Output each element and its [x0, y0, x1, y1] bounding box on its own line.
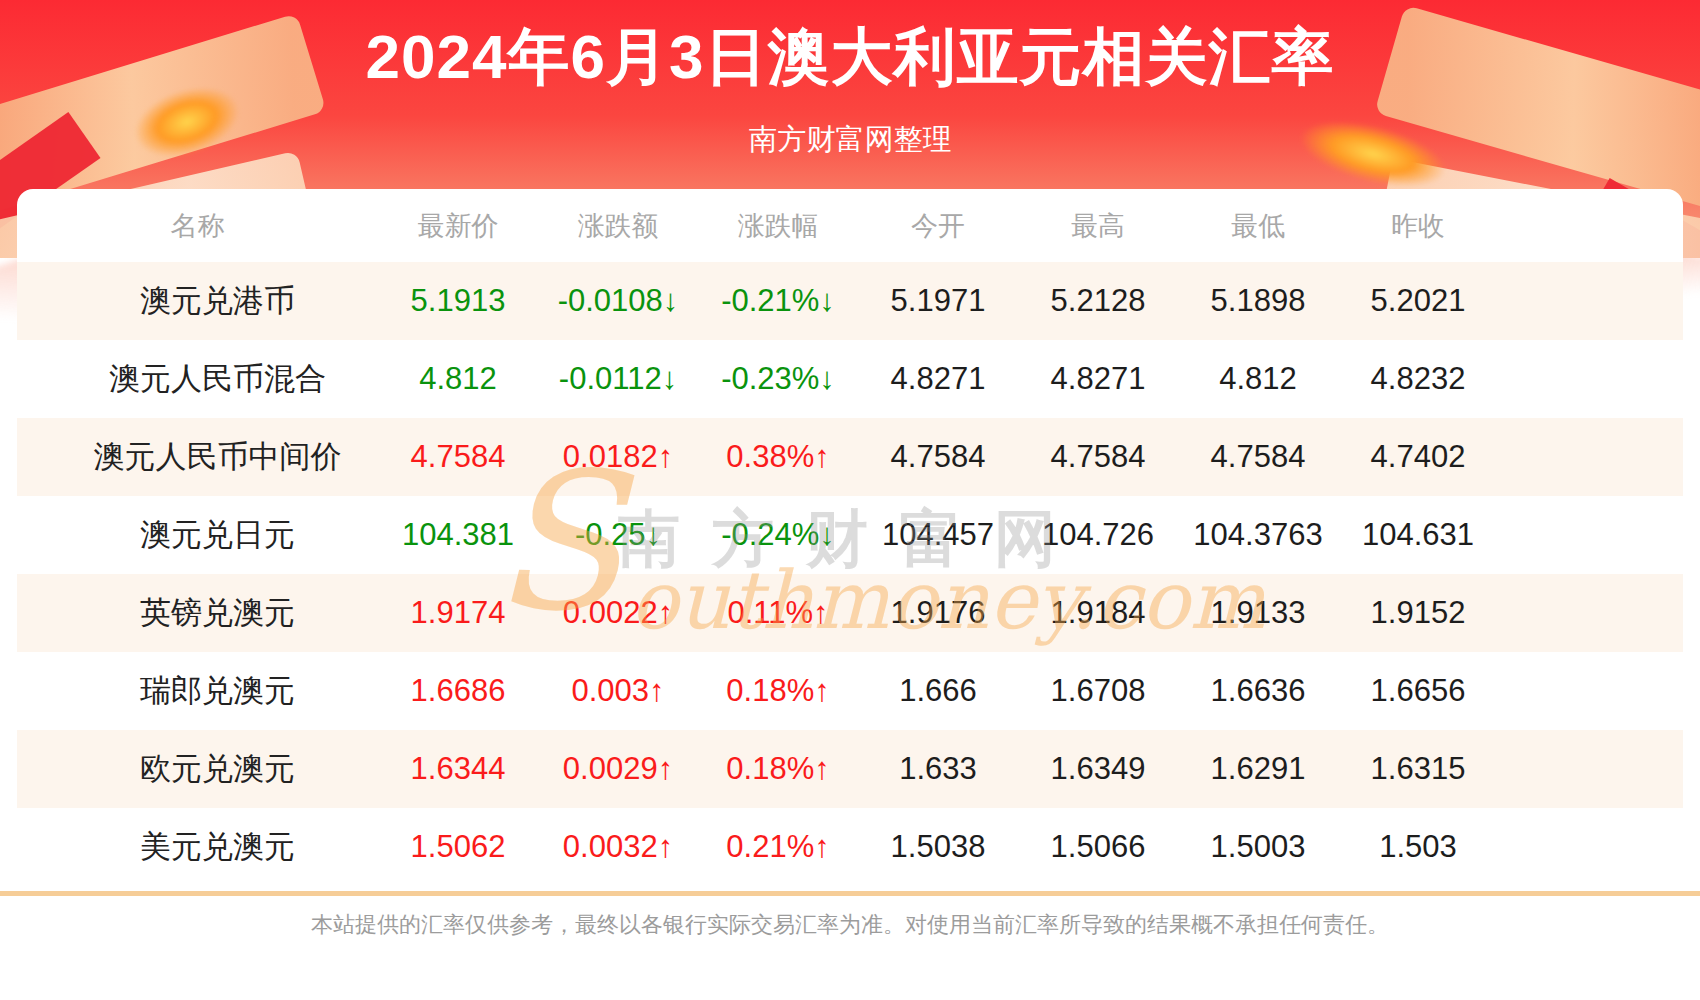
- table-header-row: 名称 最新价 涨跌额 涨跌幅 今开 最高 最低 昨收: [17, 189, 1683, 262]
- cell-spacer: [1498, 496, 1683, 574]
- rates-table-body: 澳元兑港币 5.1913 -0.0108↓ -0.21%↓ 5.1971 5.2…: [17, 262, 1683, 886]
- cell-change: 0.0022↑: [538, 574, 698, 652]
- cell-spacer: [1498, 340, 1683, 418]
- cell-prev-close: 1.9152: [1338, 574, 1498, 652]
- cell-spacer: [1498, 652, 1683, 730]
- cell-spacer: [1498, 418, 1683, 496]
- cell-spacer: [1498, 574, 1683, 652]
- cell-latest: 4.7584: [378, 418, 538, 496]
- cell-spacer: [1498, 262, 1683, 340]
- cell-change-pct: 0.18%↑: [698, 652, 858, 730]
- rates-table-card: 名称 最新价 涨跌额 涨跌幅 今开 最高 最低 昨收 澳元兑港币 5.1913 …: [17, 189, 1683, 886]
- cell-change-pct: 0.38%↑: [698, 418, 858, 496]
- col-header-low: 最低: [1178, 189, 1338, 262]
- cell-prev-close: 4.7402: [1338, 418, 1498, 496]
- cell-low: 1.5003: [1178, 808, 1338, 886]
- cell-latest: 1.6686: [378, 652, 538, 730]
- cell-change: 0.0029↑: [538, 730, 698, 808]
- cell-latest: 1.5062: [378, 808, 538, 886]
- page-title: 2024年6月3日澳大利亚元相关汇率: [0, 22, 1700, 92]
- page-subtitle: 南方财富网整理: [0, 122, 1700, 156]
- cell-change-pct: 0.21%↑: [698, 808, 858, 886]
- table-row: 澳元兑日元 104.381 -0.25↓ -0.24%↓ 104.457 104…: [17, 496, 1683, 574]
- col-header-change-pct: 涨跌幅: [698, 189, 858, 262]
- cell-open: 1.633: [858, 730, 1018, 808]
- cell-high: 1.5066: [1018, 808, 1178, 886]
- table-row: 澳元人民币混合 4.812 -0.0112↓ -0.23%↓ 4.8271 4.…: [17, 340, 1683, 418]
- cell-prev-close: 1.6315: [1338, 730, 1498, 808]
- cell-change-pct: -0.24%↓: [698, 496, 858, 574]
- table-row: 澳元人民币中间价 4.7584 0.0182↑ 0.38%↑ 4.7584 4.…: [17, 418, 1683, 496]
- cell-open: 1.5038: [858, 808, 1018, 886]
- cell-high: 1.6708: [1018, 652, 1178, 730]
- col-header-high: 最高: [1018, 189, 1178, 262]
- cell-pair-name: 瑞郎兑澳元: [17, 652, 378, 730]
- cell-open: 4.8271: [858, 340, 1018, 418]
- cell-prev-close: 5.2021: [1338, 262, 1498, 340]
- cell-low: 104.3763: [1178, 496, 1338, 574]
- cell-spacer: [1498, 730, 1683, 808]
- cell-prev-close: 1.6656: [1338, 652, 1498, 730]
- cell-pair-name: 美元兑澳元: [17, 808, 378, 886]
- cell-change-pct: 0.11%↑: [698, 574, 858, 652]
- cell-pair-name: 英镑兑澳元: [17, 574, 378, 652]
- cell-latest: 1.9174: [378, 574, 538, 652]
- cell-high: 104.726: [1018, 496, 1178, 574]
- cell-prev-close: 1.503: [1338, 808, 1498, 886]
- cell-change-pct: -0.21%↓: [698, 262, 858, 340]
- col-header-change: 涨跌额: [538, 189, 698, 262]
- cell-change: 0.003↑: [538, 652, 698, 730]
- cell-pair-name: 澳元人民币混合: [17, 340, 378, 418]
- cell-pair-name: 澳元兑日元: [17, 496, 378, 574]
- col-header-spacer: [1498, 189, 1683, 262]
- orange-divider-line: [0, 891, 1700, 896]
- cell-change-pct: 0.18%↑: [698, 730, 858, 808]
- table-row: 英镑兑澳元 1.9174 0.0022↑ 0.11%↑ 1.9176 1.918…: [17, 574, 1683, 652]
- cell-low: 4.7584: [1178, 418, 1338, 496]
- cell-open: 1.9176: [858, 574, 1018, 652]
- cell-latest: 1.6344: [378, 730, 538, 808]
- cell-prev-close: 104.631: [1338, 496, 1498, 574]
- table-row: 瑞郎兑澳元 1.6686 0.003↑ 0.18%↑ 1.666 1.6708 …: [17, 652, 1683, 730]
- cell-high: 4.7584: [1018, 418, 1178, 496]
- cell-low: 1.6291: [1178, 730, 1338, 808]
- cell-high: 1.6349: [1018, 730, 1178, 808]
- cell-open: 5.1971: [858, 262, 1018, 340]
- cell-high: 1.9184: [1018, 574, 1178, 652]
- cell-latest: 104.381: [378, 496, 538, 574]
- cell-pair-name: 欧元兑澳元: [17, 730, 378, 808]
- cell-open: 1.666: [858, 652, 1018, 730]
- table-row: 美元兑澳元 1.5062 0.0032↑ 0.21%↑ 1.5038 1.506…: [17, 808, 1683, 886]
- table-row: 欧元兑澳元 1.6344 0.0029↑ 0.18%↑ 1.633 1.6349…: [17, 730, 1683, 808]
- col-header-latest: 最新价: [378, 189, 538, 262]
- rates-table: 名称 最新价 涨跌额 涨跌幅 今开 最高 最低 昨收 澳元兑港币 5.1913 …: [17, 189, 1683, 886]
- cell-pair-name: 澳元人民币中间价: [17, 418, 378, 496]
- cell-latest: 4.812: [378, 340, 538, 418]
- cell-low: 1.9133: [1178, 574, 1338, 652]
- disclaimer-text: 本站提供的汇率仅供参考，最终以各银行实际交易汇率为准。对使用当前汇率所导致的结果…: [0, 905, 1700, 945]
- col-header-name: 名称: [17, 189, 378, 262]
- cell-high: 5.2128: [1018, 262, 1178, 340]
- col-header-open: 今开: [858, 189, 1018, 262]
- cell-change: 0.0182↑: [538, 418, 698, 496]
- cell-pair-name: 澳元兑港币: [17, 262, 378, 340]
- cell-change: 0.0032↑: [538, 808, 698, 886]
- cell-change: -0.0108↓: [538, 262, 698, 340]
- table-row: 澳元兑港币 5.1913 -0.0108↓ -0.21%↓ 5.1971 5.2…: [17, 262, 1683, 340]
- cell-low: 4.812: [1178, 340, 1338, 418]
- cell-open: 104.457: [858, 496, 1018, 574]
- cell-low: 1.6636: [1178, 652, 1338, 730]
- cell-latest: 5.1913: [378, 262, 538, 340]
- cell-high: 4.8271: [1018, 340, 1178, 418]
- cell-spacer: [1498, 808, 1683, 886]
- cell-low: 5.1898: [1178, 262, 1338, 340]
- cell-change: -0.0112↓: [538, 340, 698, 418]
- page: 2024年6月3日澳大利亚元相关汇率 南方财富网整理 名称 最新价 涨跌额 涨跌…: [0, 0, 1700, 1000]
- cell-open: 4.7584: [858, 418, 1018, 496]
- col-header-prev-close: 昨收: [1338, 189, 1498, 262]
- cell-change: -0.25↓: [538, 496, 698, 574]
- cell-change-pct: -0.23%↓: [698, 340, 858, 418]
- cell-prev-close: 4.8232: [1338, 340, 1498, 418]
